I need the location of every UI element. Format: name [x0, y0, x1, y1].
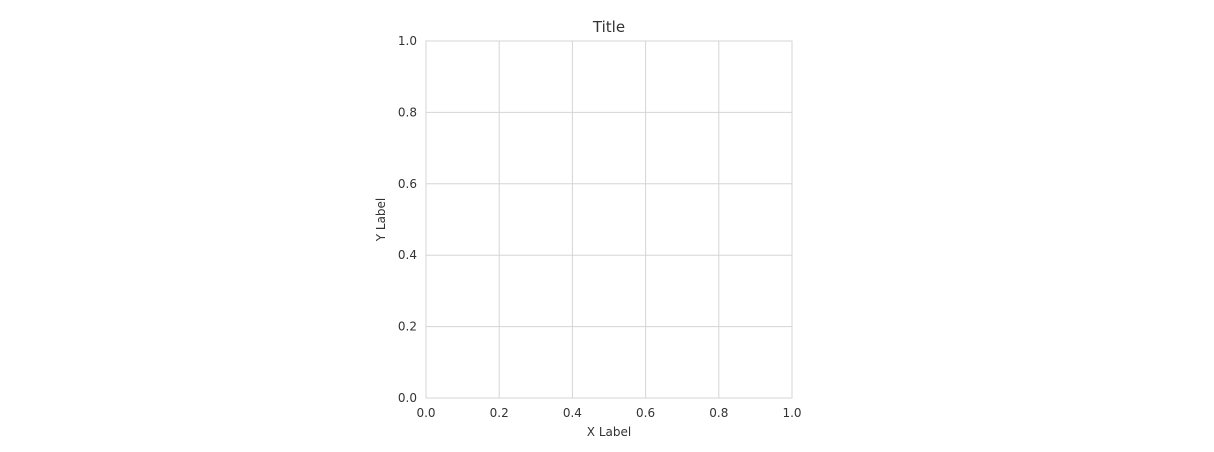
- x-tick-label: 0.4: [563, 406, 582, 420]
- x-tick-label: 0.2: [490, 406, 509, 420]
- y-tick-label: 0.8: [398, 105, 417, 119]
- chart-title: Title: [592, 18, 625, 36]
- x-tick-label: 0.0: [416, 406, 435, 420]
- x-axis-label: X Label: [587, 425, 631, 439]
- grid: [425, 40, 793, 399]
- tick-labels: 0.0 0.2 0.4 0.6 0.8 1.0 0.0 0.2 0.4 0.6 0.8 1.0: [398, 34, 802, 420]
- y-tick-label: 0.6: [398, 177, 417, 191]
- x-tick-label: 0.8: [709, 406, 728, 420]
- plot-area-frame: [425, 40, 793, 399]
- y-tick-label: 1.0: [398, 34, 417, 48]
- x-tick-label: 1.0: [782, 406, 801, 420]
- x-tick-label: 0.6: [636, 406, 655, 420]
- y-tick-label: 0.0: [398, 391, 417, 405]
- y-axis-label: Y Label: [374, 198, 388, 243]
- y-tick-label: 0.4: [398, 248, 417, 262]
- y-tick-label: 0.2: [398, 320, 417, 334]
